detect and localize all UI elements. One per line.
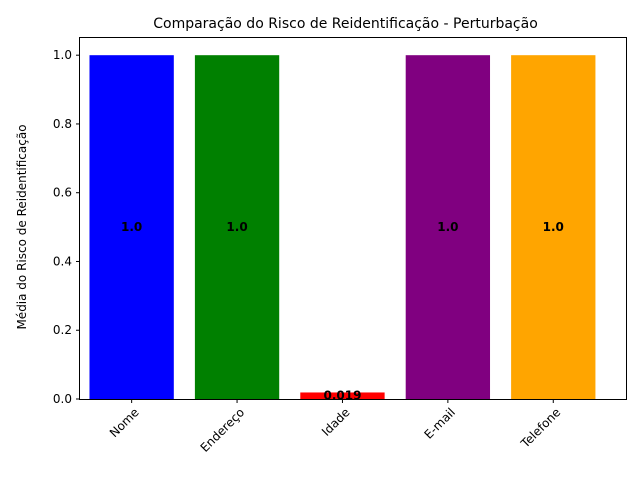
y-tick-label-4: 0.8 [53, 117, 72, 131]
data-label-1: 1.0 [226, 220, 247, 234]
plot-frame [79, 37, 627, 400]
x-tick-label-3: E-mail [421, 405, 458, 442]
y-tick-label-2: 0.4 [53, 254, 72, 268]
x-tick-label-2: Idade [319, 405, 353, 439]
y-axis-ticks: 0.0 0.2 0.4 0.6 0.8 1.0 [53, 48, 80, 406]
y-tick-label-3: 0.6 [53, 186, 72, 200]
data-label-3: 1.0 [437, 220, 458, 234]
chart-title: Comparação do Risco de Reidentificação -… [153, 16, 538, 32]
y-axis-label: Média do Risco de Reidentificação [15, 124, 29, 329]
y-tick-label-0: 0.0 [53, 392, 72, 406]
y-tick-label-1: 0.2 [53, 323, 72, 337]
bar-4 [511, 55, 596, 399]
x-tick-label-0: Nome [107, 405, 142, 440]
y-tick-label-5: 1.0 [53, 48, 72, 62]
x-tick-label-1: Endereço [198, 405, 248, 455]
data-label-4: 1.0 [543, 220, 564, 234]
bar-0 [89, 55, 174, 399]
bar-1 [194, 55, 280, 399]
data-label-0: 1.0 [121, 220, 142, 234]
bar-2 [300, 392, 385, 399]
x-axis-ticks: Nome Endereço Idade E-mail Telefone [107, 399, 563, 455]
bars-group [89, 55, 596, 399]
bar-3 [405, 55, 491, 399]
x-tick-label-4: Telefone [517, 405, 563, 451]
